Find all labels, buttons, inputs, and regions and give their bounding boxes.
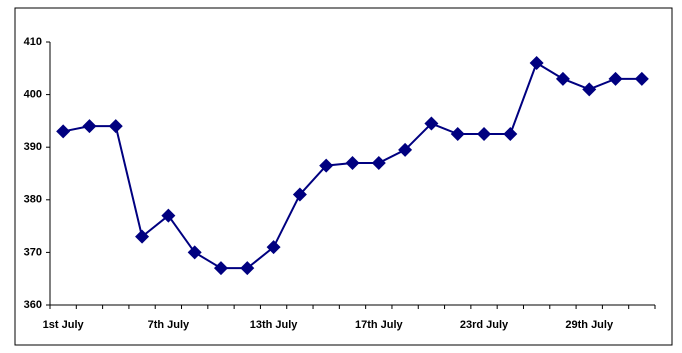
marker bbox=[319, 158, 334, 173]
marker bbox=[529, 56, 544, 71]
marker bbox=[398, 142, 413, 157]
marker bbox=[56, 124, 71, 139]
marker bbox=[108, 119, 123, 134]
marker bbox=[503, 127, 518, 142]
marker bbox=[292, 187, 307, 202]
marker bbox=[82, 119, 97, 134]
marker bbox=[634, 71, 649, 86]
x-tick-label: 29th July bbox=[565, 319, 614, 331]
marker bbox=[424, 116, 439, 131]
y-tick-label: 410 bbox=[24, 36, 42, 48]
marker bbox=[371, 155, 386, 170]
y-tick-label: 370 bbox=[24, 246, 42, 258]
x-tick-label: 13th July bbox=[250, 319, 299, 331]
marker bbox=[345, 155, 360, 170]
chart-border bbox=[14, 7, 673, 346]
marker bbox=[582, 82, 597, 97]
x-tick-label: 17th July bbox=[355, 319, 404, 331]
y-tick-label: 400 bbox=[24, 89, 42, 101]
marker bbox=[240, 261, 255, 276]
x-tick-label: 1st July bbox=[43, 319, 85, 331]
marker bbox=[187, 245, 202, 260]
x-tick-label: 7th July bbox=[148, 319, 190, 331]
y-tick-label: 380 bbox=[24, 194, 42, 206]
marker bbox=[266, 240, 281, 255]
marker bbox=[161, 208, 176, 223]
y-tick-label: 390 bbox=[24, 141, 42, 153]
marker bbox=[213, 261, 228, 276]
marker bbox=[450, 127, 465, 142]
marker bbox=[477, 127, 492, 142]
marker bbox=[608, 71, 623, 86]
y-tick-label: 360 bbox=[24, 299, 42, 311]
marker bbox=[555, 71, 570, 86]
x-tick-label: 23rd July bbox=[460, 319, 509, 331]
marker bbox=[135, 229, 150, 244]
